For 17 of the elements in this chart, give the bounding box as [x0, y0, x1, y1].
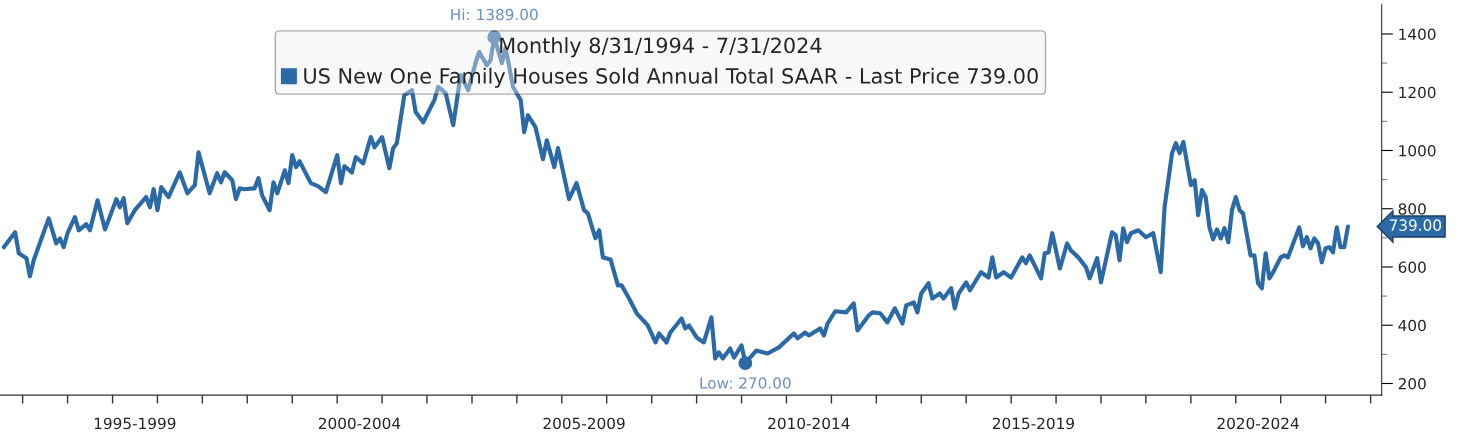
- x-tick-label: 2000-2004: [318, 417, 401, 430]
- y-tick-label: 1400: [1399, 28, 1436, 40]
- y-tick-label: 1000: [1399, 144, 1436, 157]
- annotation: Hi: 1389.00: [451, 8, 538, 21]
- annotation: 739.00: [1389, 219, 1442, 231]
- x-tick-label: 2010-2014: [768, 417, 850, 430]
- y-tick-label: 1200: [1399, 86, 1436, 99]
- annotation: Low: 270.00: [700, 377, 791, 389]
- x-tick-label: 2015-2019: [992, 417, 1074, 430]
- y-tick-label: 400: [1398, 319, 1426, 332]
- x-tick-label: 2020-2024: [1217, 417, 1299, 430]
- y-tick-label: 200: [1398, 377, 1426, 390]
- x-tick-label: 1995-1999: [94, 417, 176, 430]
- x-tick-label: 2005-2009: [543, 417, 625, 430]
- y-tick-label: 600: [1398, 261, 1426, 273]
- y-tick-label: 800: [1398, 203, 1426, 215]
- legend-title: Monthly 8/31/1994 - 7/31/2024: [500, 37, 822, 58]
